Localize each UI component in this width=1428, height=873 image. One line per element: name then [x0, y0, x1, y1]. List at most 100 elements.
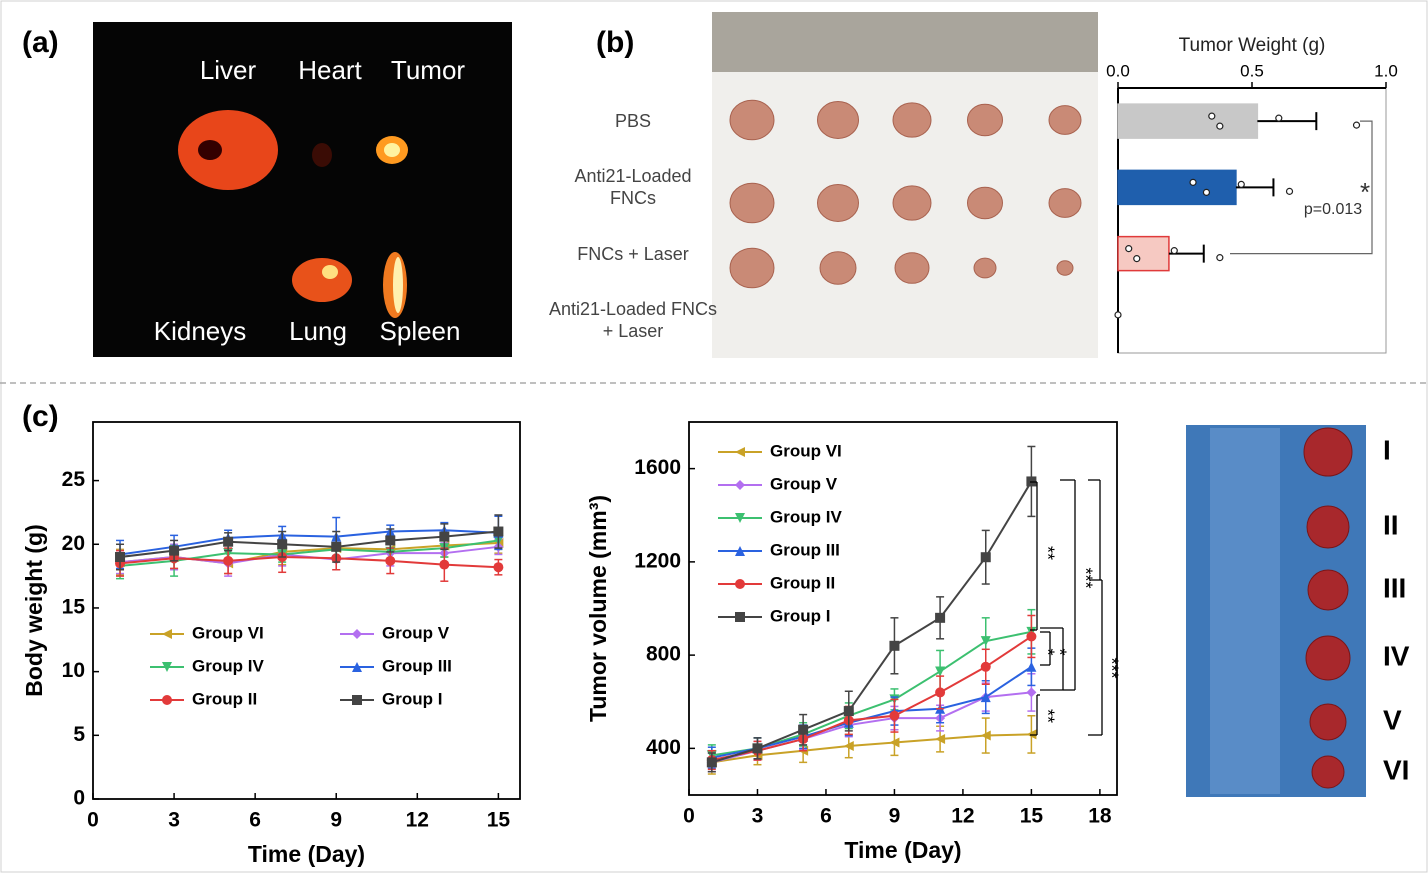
marker — [980, 730, 991, 741]
marker — [223, 555, 234, 566]
data-point — [1114, 311, 1122, 319]
organ-label: Spleen — [380, 316, 461, 346]
data-point — [1216, 122, 1224, 130]
y-tick-label: 25 — [62, 468, 86, 491]
marker — [385, 555, 396, 566]
organ-lung-core — [322, 265, 338, 279]
marker — [162, 695, 172, 705]
marker — [935, 687, 946, 698]
tumor-sample — [973, 257, 997, 279]
marker — [352, 629, 362, 639]
tumor-sample — [817, 184, 859, 222]
annotation: ** — [1037, 546, 1057, 560]
bar — [1117, 103, 1259, 139]
tumor-sample — [1307, 569, 1349, 611]
marker — [798, 724, 809, 735]
legend-label: Group I — [382, 689, 442, 708]
organ-image — [93, 22, 512, 357]
data-point — [1285, 187, 1294, 195]
tumor-sample — [1305, 635, 1351, 681]
marker — [935, 666, 946, 677]
data-point — [1208, 112, 1216, 120]
marker — [331, 541, 342, 552]
marker — [115, 552, 126, 563]
tumor-sample — [1303, 427, 1353, 477]
marker — [162, 662, 172, 672]
marker — [735, 579, 745, 589]
organ-label: Kidneys — [154, 316, 247, 346]
marker — [1026, 661, 1037, 672]
panel-label: (a) — [22, 26, 59, 59]
organ-label: Liver — [200, 55, 257, 85]
panel-label: (b) — [596, 26, 634, 59]
x-tick-label: 0.0 — [1106, 61, 1130, 80]
x-axis-label: Time (Day) — [248, 841, 365, 867]
x-tick-label: 15 — [1020, 805, 1044, 828]
marker — [223, 536, 234, 547]
marker — [277, 539, 288, 550]
plot-frame — [92, 421, 521, 800]
organ-label: Lung — [289, 316, 347, 346]
marker — [493, 562, 504, 573]
marker — [735, 513, 745, 523]
marker — [169, 545, 180, 556]
y-tick-label: 1600 — [634, 456, 681, 479]
y-axis-label: Tumor volume (mm³) — [585, 495, 611, 722]
legend-label: Group VI — [770, 441, 842, 460]
chart-title: Tumor Weight (g) — [1179, 35, 1326, 56]
organ-spleen-core — [393, 257, 403, 313]
tumor-sample — [817, 101, 859, 139]
y-tick-label: 20 — [62, 532, 85, 555]
marker — [439, 559, 450, 570]
annotation: * — [1360, 177, 1370, 207]
legend-label: Group VI — [192, 623, 264, 642]
marker — [843, 741, 854, 752]
legend-label: Group III — [770, 540, 840, 559]
marker — [889, 640, 900, 651]
group-label: II — [1383, 509, 1399, 540]
x-tick-label: 9 — [330, 809, 342, 832]
annotation: * — [1037, 648, 1057, 655]
x-tick-label: 3 — [168, 809, 180, 832]
legend-label: Group V — [770, 474, 838, 493]
organ-heart — [312, 143, 332, 167]
tumor-sample — [1056, 260, 1074, 276]
marker — [385, 535, 396, 546]
series-line — [711, 733, 1032, 764]
data-point — [1133, 255, 1141, 263]
annotation: ** — [1037, 709, 1057, 723]
series-line — [711, 665, 1032, 759]
marker — [752, 743, 763, 754]
x-tick-label: 18 — [1088, 805, 1112, 828]
x-tick-label: 0 — [683, 805, 695, 828]
annotation: p=0.013 — [1304, 201, 1362, 218]
marker — [735, 447, 745, 457]
tumor-sample — [967, 186, 1003, 220]
marker — [735, 546, 745, 556]
y-tick-label: 1200 — [634, 549, 681, 572]
data-point — [1237, 180, 1245, 188]
group-label: I — [1383, 434, 1391, 465]
legend-label: Group I — [770, 606, 830, 625]
panel-label: (c) — [22, 400, 59, 433]
tumor-sample — [1306, 505, 1350, 549]
group-label: III — [1383, 572, 1406, 603]
y-tick-label: 15 — [62, 595, 86, 618]
plot-frame — [688, 421, 1118, 796]
marker — [439, 531, 450, 542]
organ-liver — [178, 110, 278, 190]
marker — [935, 734, 946, 745]
tumor-sample — [1309, 703, 1347, 741]
y-axis-label: Body weight (g) — [21, 524, 47, 696]
marker — [162, 629, 172, 639]
x-tick-label: 6 — [249, 809, 261, 832]
marker — [735, 480, 745, 490]
series-line — [119, 530, 499, 559]
marker — [980, 636, 991, 647]
marker — [493, 526, 504, 537]
legend-label: Group IV — [770, 507, 842, 526]
category-label: FNCs + Laser — [577, 243, 689, 264]
